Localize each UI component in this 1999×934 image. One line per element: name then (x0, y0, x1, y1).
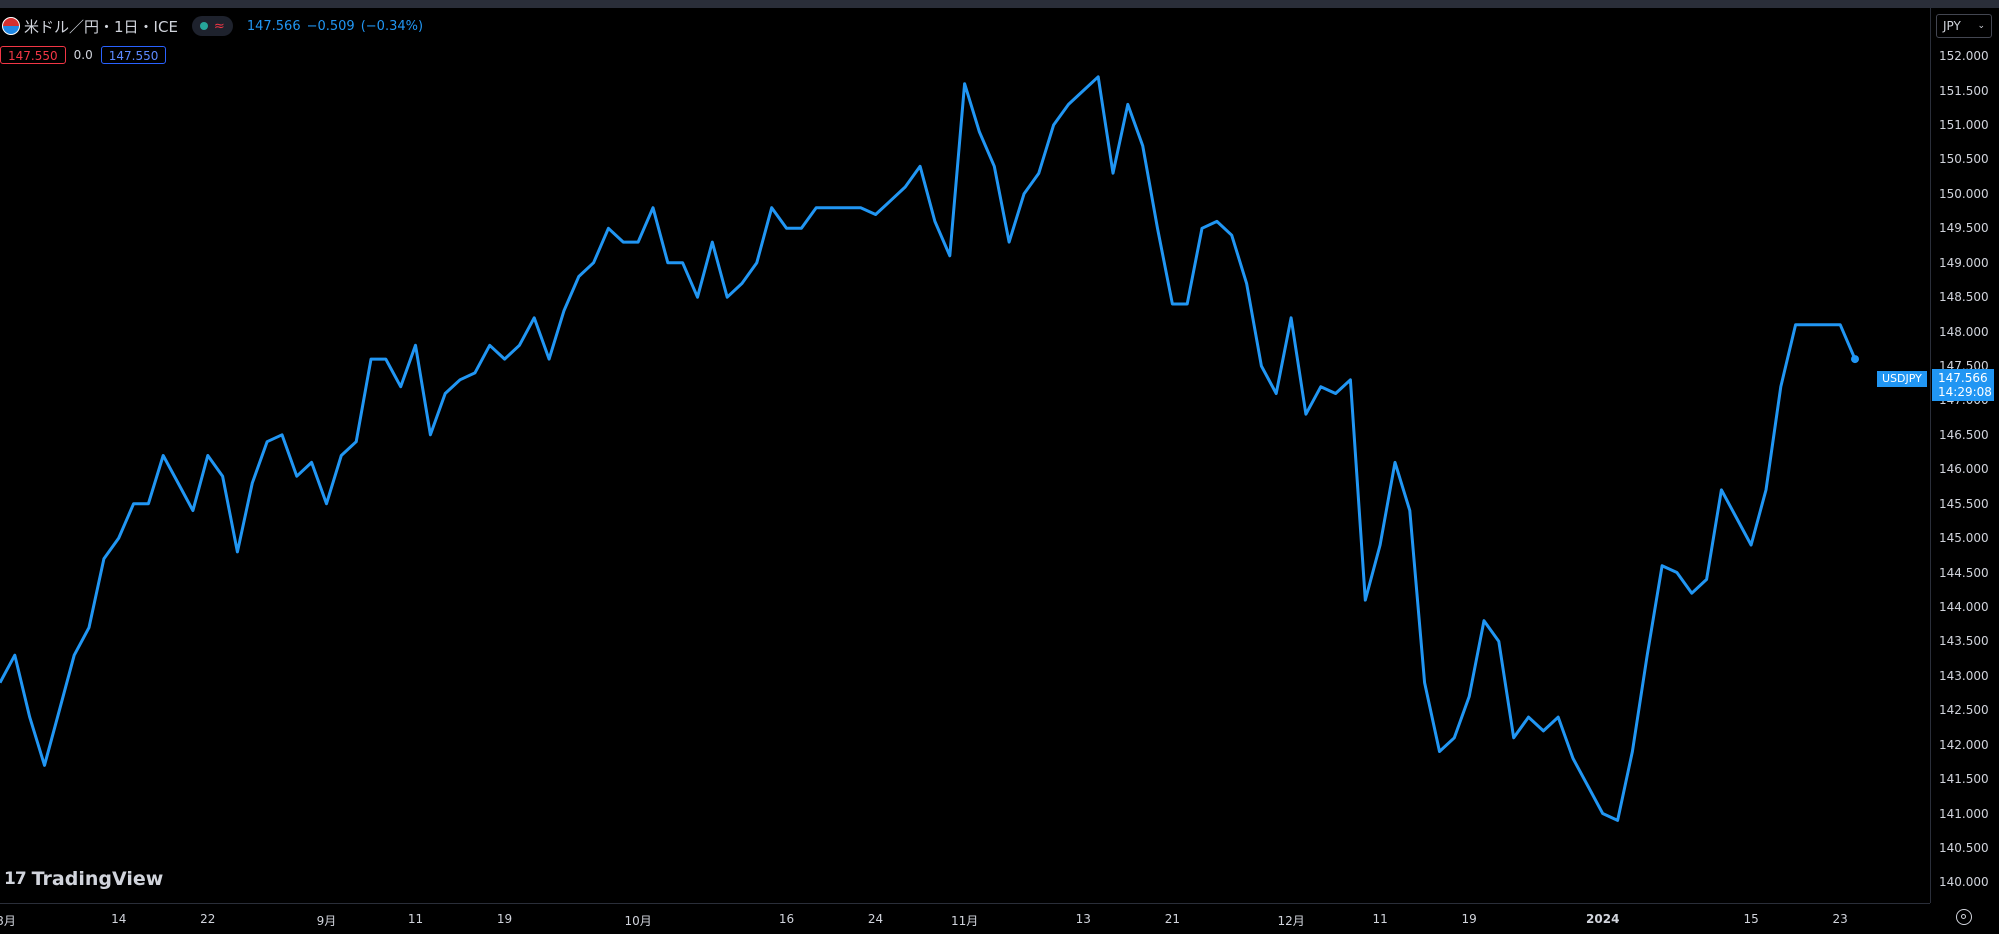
legend-change: −0.509 (306, 18, 355, 34)
currency-value: JPY (1943, 19, 1961, 33)
x-tick-label: 22 (200, 912, 216, 926)
y-tick-label: 144.000 (1939, 599, 1989, 614)
x-tick-label: 11 (1372, 912, 1388, 926)
x-tick-label: 11月 (950, 914, 979, 928)
y-tick-label: 146.000 (1939, 462, 1989, 477)
settings-icon[interactable] (1956, 909, 1972, 925)
y-tick-label: 140.000 (1939, 875, 1989, 890)
x-tick-label: 13 (1075, 912, 1091, 926)
y-tick-label: 146.500 (1939, 427, 1989, 442)
y-tick-label: 148.000 (1939, 324, 1989, 339)
y-tick-label: 149.000 (1939, 255, 1989, 270)
market-open-dot-icon (199, 22, 208, 30)
x-tick-label: 16 (778, 912, 795, 926)
y-tick-label: 149.500 (1939, 221, 1989, 236)
x-tick-label: 10月 (624, 914, 652, 928)
last-price-value: 147.566 (1938, 371, 1988, 385)
y-tick-label: 145.000 (1939, 531, 1989, 546)
data-point (1851, 355, 1859, 364)
x-tick-label: 11 (407, 912, 424, 926)
y-tick-label: 151.500 (1939, 83, 1989, 98)
series-line[interactable] (0, 75, 1857, 822)
x-tick-label: 24 (867, 912, 884, 926)
y-tick-label: 140.500 (1939, 840, 1989, 855)
tradingview-mark-icon: 𝟭𝟳 (4, 869, 27, 889)
chart-legend[interactable]: 米ドル／円・1日・ICE ≈ 147.566 −0.509 (−0.34%) (0, 14, 423, 38)
last-price-label: 147.566 14:29:08 (1932, 369, 1994, 401)
legend-price: 147.566 (246, 18, 301, 34)
x-tick-label: 15 (1743, 912, 1759, 926)
y-tick-label: 143.000 (1939, 668, 1989, 683)
x-tick-label: 23 (1832, 912, 1848, 926)
currency-selector[interactable]: JPY ⌄ (1936, 14, 1992, 38)
symbol-title[interactable]: 米ドル／円・1日・ICE (24, 17, 178, 36)
top-border (0, 0, 1999, 8)
x-tick-label: 12月 (1277, 914, 1305, 928)
chevron-down-icon: ⌄ (1977, 21, 1985, 31)
price-axis[interactable]: 140.000 140.500 141.000 141.500 142.000 142.5… (1930, 8, 1999, 903)
y-tick-label: 144.500 (1939, 565, 1989, 580)
wave-icon: ≈ (213, 18, 225, 34)
y-tick-label: 145.500 (1939, 496, 1989, 511)
x-tick-label: 21 (1164, 912, 1180, 926)
y-tick-label: 141.000 (1939, 806, 1989, 821)
y-tick-label: 152.000 (1939, 49, 1989, 64)
market-status[interactable]: ≈ (191, 16, 233, 36)
x-tick-label: 14 (111, 912, 127, 926)
y-tick-label: 150.500 (1939, 152, 1989, 167)
symbol-label: USDJPY (1877, 371, 1927, 387)
chart-plot-area[interactable] (0, 8, 1930, 903)
x-tick-label: 19 (496, 912, 513, 926)
y-tick-label: 143.500 (1939, 634, 1989, 649)
y-tick-label: 142.500 (1939, 703, 1989, 718)
x-tick-label: 19 (1461, 912, 1477, 926)
legend-values: 147.566 −0.509 (−0.34%) (247, 19, 423, 34)
quote-row: 147.550 0.0 147.550 (0, 45, 167, 65)
x-tick-label: 2024 (1586, 912, 1620, 926)
x-tick-label: 9月 (316, 914, 337, 928)
legend-change-pct: (−0.34%) (360, 18, 424, 34)
y-tick-label: 141.500 (1939, 772, 1989, 787)
tradingview-logo[interactable]: 𝟭𝟳 TradingView (4, 868, 163, 890)
tradingview-logo-text: TradingView (31, 868, 164, 890)
y-tick-label: 148.500 (1939, 290, 1989, 305)
buy-price-button[interactable]: 147.550 (100, 46, 167, 64)
time-axis[interactable]: 8月 14 22 9月 11 19 10月 16 24 11月 13 21 12月 11 19 2024 15 2… (0, 903, 1930, 934)
y-tick-label: 142.000 (1939, 737, 1989, 752)
y-tick-label: 151.000 (1939, 118, 1989, 133)
bar-countdown: 14:29:08 (1938, 385, 1992, 399)
sell-price-button[interactable]: 147.550 (0, 46, 66, 64)
y-tick-label: 150.000 (1939, 186, 1989, 201)
price-chart[interactable] (0, 8, 1930, 903)
usd-jpy-flag-icon (2, 17, 20, 35)
spread-value: 0.0 (73, 48, 93, 62)
x-tick-label: 8月 (0, 914, 16, 928)
